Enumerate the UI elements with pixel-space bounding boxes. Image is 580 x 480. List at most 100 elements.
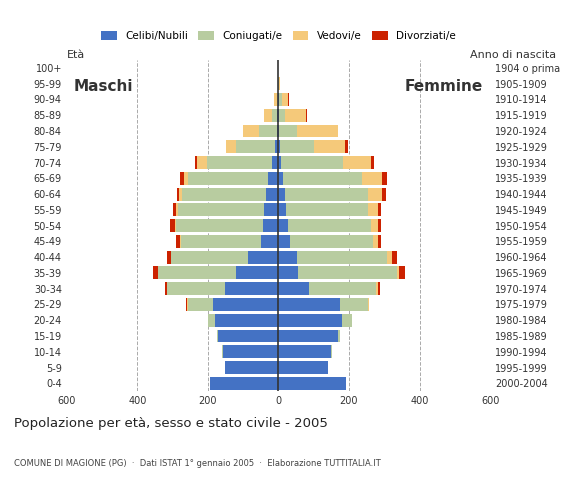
Bar xyxy=(272,156,278,169)
Bar xyxy=(215,314,278,327)
Bar xyxy=(279,93,281,106)
Bar xyxy=(279,109,285,121)
Bar xyxy=(173,204,176,216)
Bar xyxy=(278,298,340,311)
Bar xyxy=(306,109,307,121)
Bar xyxy=(286,204,368,216)
Bar xyxy=(340,298,368,311)
Bar xyxy=(181,235,262,248)
Bar xyxy=(171,251,172,264)
Bar xyxy=(285,109,306,121)
Bar xyxy=(310,282,376,295)
Bar xyxy=(282,172,362,185)
Bar xyxy=(217,330,219,342)
Bar xyxy=(297,124,338,137)
Text: Maschi: Maschi xyxy=(74,79,133,94)
Bar xyxy=(226,361,278,374)
Bar xyxy=(176,235,180,248)
Text: COMUNE DI MAGIONE (PG)  ·  Dati ISTAT 1° gennaio 2005  ·  Elaborazione TUTTITALI: COMUNE DI MAGIONE (PG) · Dati ISTAT 1° g… xyxy=(14,459,381,468)
Legend: Celibi/Nubili, Coniugati/e, Vedovi/e, Divorziati/e: Celibi/Nubili, Coniugati/e, Vedovi/e, Di… xyxy=(97,27,460,46)
Bar xyxy=(178,204,264,216)
Bar xyxy=(278,314,342,327)
Bar xyxy=(281,93,288,106)
Bar xyxy=(180,172,184,185)
Bar xyxy=(176,204,178,216)
Bar xyxy=(259,124,277,137)
Bar xyxy=(262,235,278,248)
Bar xyxy=(179,188,182,201)
Bar xyxy=(166,282,167,295)
Bar xyxy=(268,172,278,185)
Bar xyxy=(368,204,378,216)
Bar xyxy=(274,93,277,106)
Bar xyxy=(166,251,171,264)
Bar xyxy=(278,124,280,137)
Bar xyxy=(278,282,310,295)
Bar xyxy=(372,235,378,248)
Bar xyxy=(382,172,387,185)
Bar xyxy=(236,266,278,279)
Bar xyxy=(184,172,188,185)
Bar xyxy=(331,345,332,358)
Bar xyxy=(387,251,392,264)
Bar xyxy=(371,219,378,232)
Bar xyxy=(223,345,278,358)
Text: Femmine: Femmine xyxy=(405,79,483,94)
Bar xyxy=(188,298,213,311)
Bar xyxy=(278,204,286,216)
Bar xyxy=(280,124,297,137)
Bar xyxy=(314,140,346,153)
Bar xyxy=(368,298,369,311)
Bar xyxy=(275,140,278,153)
Bar xyxy=(182,188,266,201)
Bar xyxy=(399,266,405,279)
Bar xyxy=(281,156,343,169)
Bar xyxy=(165,282,166,295)
Bar xyxy=(243,124,259,137)
Bar xyxy=(175,219,176,232)
Bar xyxy=(278,361,328,374)
Bar xyxy=(298,266,397,279)
Bar xyxy=(343,156,371,169)
Bar xyxy=(248,251,278,264)
Bar xyxy=(279,77,280,90)
Bar xyxy=(278,172,282,185)
Bar xyxy=(154,266,158,279)
Bar xyxy=(236,140,275,153)
Bar xyxy=(277,109,278,121)
Bar xyxy=(278,251,297,264)
Bar xyxy=(280,140,314,153)
Bar xyxy=(378,235,381,248)
Bar xyxy=(171,219,175,232)
Bar xyxy=(226,282,278,295)
Bar xyxy=(278,188,285,201)
Bar xyxy=(297,251,387,264)
Bar xyxy=(289,235,372,248)
Bar xyxy=(188,172,268,185)
Bar xyxy=(342,314,352,327)
Bar xyxy=(207,156,272,169)
Bar xyxy=(278,109,279,121)
Bar xyxy=(176,219,263,232)
Bar xyxy=(278,330,338,342)
Bar xyxy=(346,140,348,153)
Bar xyxy=(222,345,223,358)
Bar xyxy=(285,188,368,201)
Bar xyxy=(278,219,288,232)
Bar xyxy=(195,156,197,169)
Bar xyxy=(219,330,278,342)
Bar xyxy=(368,188,382,201)
Bar xyxy=(172,251,248,264)
Bar xyxy=(277,93,278,106)
Bar xyxy=(167,282,226,295)
Bar xyxy=(264,109,272,121)
Bar xyxy=(226,140,236,153)
Bar xyxy=(180,235,181,248)
Bar xyxy=(338,330,340,342)
Bar xyxy=(378,282,380,295)
Bar xyxy=(382,188,386,201)
Bar xyxy=(197,156,207,169)
Bar xyxy=(158,266,236,279)
Bar xyxy=(186,298,187,311)
Bar xyxy=(278,156,281,169)
